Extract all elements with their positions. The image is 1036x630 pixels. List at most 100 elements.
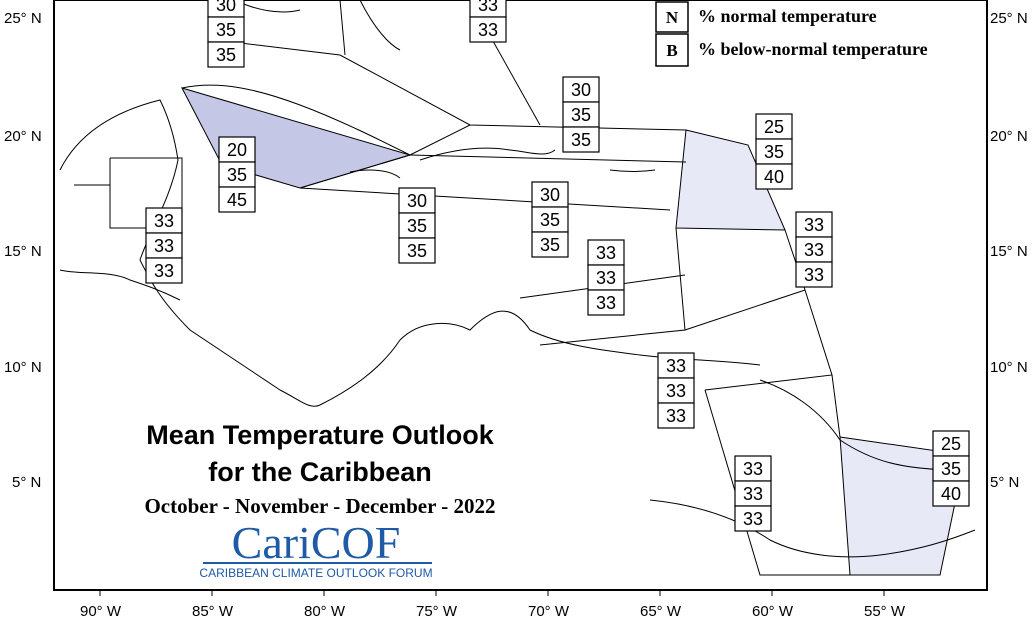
lon-label-80: 80° W bbox=[304, 603, 346, 620]
lat-label-5: 5° N bbox=[12, 474, 41, 491]
forecast-value: 25 bbox=[764, 117, 784, 137]
lat-label-20-right: 20° N bbox=[990, 128, 1028, 145]
forecast-value: 25 bbox=[941, 434, 961, 454]
lat-label-15: 15° N bbox=[4, 243, 42, 260]
forecast-value: 30 bbox=[571, 80, 591, 100]
forecast-cell bbox=[755, 138, 793, 165]
forecast-cell bbox=[734, 505, 772, 532]
lon-label-90: 90° W bbox=[80, 603, 122, 620]
forecast-cell bbox=[469, 16, 507, 43]
caricof-logo: CariCOF CARIBBEAN CLIMATE OUTLOOK FORUM bbox=[199, 517, 432, 580]
lat-labels-right: 25° N 20° N 15° N 10° N 5° N bbox=[990, 10, 1028, 491]
forecast-value: 20 bbox=[227, 140, 247, 160]
legend-text-n: % normal temperature bbox=[698, 6, 877, 26]
forecast-value: 33 bbox=[154, 211, 174, 231]
forecast-value: 33 bbox=[743, 459, 763, 479]
forecast-cell bbox=[398, 187, 436, 214]
forecast-cell bbox=[587, 264, 625, 291]
forecast-value: 33 bbox=[743, 509, 763, 529]
forecast-value: 33 bbox=[804, 240, 824, 260]
forecast-box-suriname-guiana: 25 35 40 bbox=[932, 430, 970, 507]
forecast-cell bbox=[145, 257, 183, 284]
forecast-value: 40 bbox=[764, 167, 784, 187]
forecast-value: 33 bbox=[478, 20, 498, 40]
forecast-value: 35 bbox=[571, 130, 591, 150]
forecast-cell bbox=[218, 161, 256, 188]
forecast-value: 35 bbox=[540, 235, 560, 255]
forecast-value: 33 bbox=[666, 406, 686, 426]
forecast-value: 33 bbox=[666, 356, 686, 376]
forecast-box-hispaniola: 30 35 35 bbox=[531, 181, 569, 258]
map-title-line2: for the Caribbean bbox=[208, 457, 432, 487]
forecast-value: 35 bbox=[227, 165, 247, 185]
forecast-value: 35 bbox=[407, 216, 427, 236]
forecast-value: 40 bbox=[941, 484, 961, 504]
forecast-cell bbox=[587, 289, 625, 316]
forecast-value: 45 bbox=[227, 190, 247, 210]
forecast-cell bbox=[145, 207, 183, 234]
forecast-value: 33 bbox=[804, 265, 824, 285]
forecast-cell bbox=[531, 231, 569, 258]
forecast-box-jamaica-sea: 30 35 35 bbox=[398, 187, 436, 264]
lon-label-55: 55° W bbox=[864, 603, 906, 620]
legend-key-box-b bbox=[655, 33, 689, 67]
forecast-cell bbox=[932, 480, 970, 507]
forecast-cell bbox=[932, 455, 970, 482]
lat-label-10-right: 10° N bbox=[990, 359, 1028, 376]
lon-label-60: 60° W bbox=[752, 603, 794, 620]
lat-labels-left: 25° N 20° N 15° N 10° N 5° N bbox=[4, 10, 42, 491]
legend: N % normal temperature B % below-normal … bbox=[655, 1, 928, 67]
forecast-value: 33 bbox=[804, 215, 824, 235]
legend-key-n: N bbox=[666, 8, 679, 27]
forecast-value: 33 bbox=[596, 243, 616, 263]
map-title-line1: Mean Temperature Outlook bbox=[146, 420, 495, 450]
legend-key-box-n bbox=[655, 1, 689, 33]
forecast-cell bbox=[795, 236, 833, 263]
logo-name: CariCOF bbox=[232, 517, 401, 568]
forecast-box-bahamas-west: 30 35 35 bbox=[207, 0, 245, 68]
forecast-boxes: 3035353333203545333333303535303535303535… bbox=[145, 0, 970, 532]
forecast-box-cuba: 20 35 45 bbox=[218, 136, 256, 213]
forecast-cell bbox=[932, 430, 970, 457]
lon-label-85: 85° W bbox=[192, 603, 234, 620]
forecast-cell bbox=[207, 16, 245, 43]
forecast-cell bbox=[207, 41, 245, 68]
forecast-value: 35 bbox=[216, 45, 236, 65]
legend-key-b: B bbox=[666, 41, 677, 60]
lat-label-20: 20° N bbox=[4, 128, 42, 145]
forecast-cell bbox=[795, 261, 833, 288]
forecast-value: 35 bbox=[216, 20, 236, 40]
forecast-cell bbox=[657, 352, 695, 379]
forecast-cell bbox=[531, 206, 569, 233]
forecast-value: 33 bbox=[743, 484, 763, 504]
lat-label-25: 25° N bbox=[4, 10, 42, 27]
lon-label-65: 65° W bbox=[640, 603, 682, 620]
forecast-value: 33 bbox=[596, 268, 616, 288]
lon-label-75: 75° W bbox=[416, 603, 458, 620]
forecast-cell bbox=[734, 455, 772, 482]
forecast-box-leeward-islands: 25 35 40 bbox=[755, 113, 793, 190]
lat-label-15-right: 15° N bbox=[990, 243, 1028, 260]
forecast-cell bbox=[562, 126, 600, 153]
forecast-value: 35 bbox=[941, 459, 961, 479]
forecast-cell bbox=[734, 480, 772, 507]
forecast-value: 35 bbox=[540, 210, 560, 230]
forecast-box-puerto-rico: 30 35 35 bbox=[562, 76, 600, 153]
lon-label-70: 70° W bbox=[528, 603, 570, 620]
forecast-cell bbox=[657, 402, 695, 429]
forecast-value: 33 bbox=[666, 381, 686, 401]
lat-label-10: 10° N bbox=[4, 359, 42, 376]
forecast-cell bbox=[218, 186, 256, 213]
lon-labels: 90° W 85° W 80° W 75° W 70° W 65° W 60° … bbox=[80, 603, 906, 620]
map-period: October - November - December - 2022 bbox=[144, 494, 495, 518]
lon-ticks bbox=[99, 590, 885, 596]
forecast-value: 35 bbox=[407, 241, 427, 261]
forecast-cell bbox=[755, 163, 793, 190]
forecast-box-caribbean-sea-south: 33 33 33 bbox=[587, 239, 625, 316]
forecast-value: 30 bbox=[407, 191, 427, 211]
forecast-value: 35 bbox=[764, 142, 784, 162]
lat-label-25-right: 25° N bbox=[990, 10, 1028, 27]
forecast-cell bbox=[218, 136, 256, 163]
